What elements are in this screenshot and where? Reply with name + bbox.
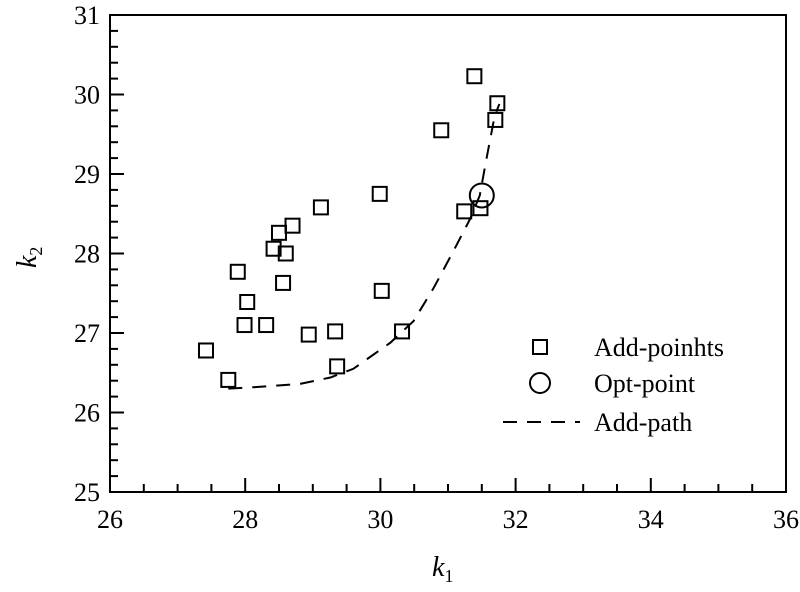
add-point-marker bbox=[312, 199, 329, 216]
x-axis-label: k1 bbox=[432, 552, 453, 586]
add-points-series bbox=[197, 68, 506, 388]
add-point-marker bbox=[489, 95, 506, 112]
add-point-marker bbox=[284, 217, 301, 234]
x-axis-label-subscript: 1 bbox=[444, 566, 453, 586]
legend: Add-poinhts Opt-point Add-path bbox=[503, 333, 724, 437]
y-tick-label: 27 bbox=[74, 319, 100, 348]
y-tick-label: 29 bbox=[74, 160, 100, 189]
add-point-marker bbox=[394, 323, 411, 340]
add-point-marker bbox=[197, 342, 214, 359]
add-point-marker bbox=[329, 358, 346, 375]
add-point-marker bbox=[258, 317, 275, 334]
x-tick-label: 30 bbox=[367, 505, 393, 534]
legend-label-add-points: Add-poinhts bbox=[594, 333, 724, 362]
y-axis-label: k2 bbox=[12, 247, 46, 268]
y-tick-label: 28 bbox=[74, 240, 100, 269]
x-tick-label: 28 bbox=[232, 505, 258, 534]
add-point-marker bbox=[275, 274, 292, 291]
opt-point-series bbox=[468, 182, 495, 209]
y-tick-label: 30 bbox=[74, 81, 100, 110]
legend-square-icon bbox=[532, 339, 548, 355]
add-point-marker bbox=[239, 293, 256, 310]
add-point-marker bbox=[220, 371, 237, 388]
x-tick-label: 36 bbox=[773, 505, 799, 534]
legend-label-opt-point: Opt-point bbox=[594, 369, 696, 398]
add-path-line bbox=[228, 103, 501, 390]
add-point-marker bbox=[236, 317, 253, 334]
add-point-marker bbox=[277, 245, 294, 262]
y-tick-label: 26 bbox=[74, 399, 100, 428]
legend-circle-icon bbox=[529, 372, 551, 394]
add-point-marker bbox=[373, 282, 390, 299]
x-tick-label: 32 bbox=[503, 505, 529, 534]
y-axis-label-main: k bbox=[12, 255, 43, 268]
add-path-series bbox=[228, 103, 501, 390]
x-axis-label-main: k bbox=[432, 552, 445, 583]
y-tick-label: 31 bbox=[74, 1, 100, 30]
opt-point-marker bbox=[468, 182, 495, 209]
y-tick-label: 25 bbox=[74, 478, 100, 507]
add-point-marker bbox=[466, 68, 483, 85]
legend-label-add-path: Add-path bbox=[594, 408, 692, 437]
add-point-marker bbox=[229, 263, 246, 280]
add-point-marker bbox=[472, 200, 489, 217]
add-point-marker bbox=[271, 224, 287, 241]
add-point-marker bbox=[265, 240, 282, 257]
y-axis-label-subscript: 2 bbox=[26, 247, 46, 256]
add-point-marker bbox=[456, 203, 473, 220]
add-point-marker bbox=[371, 185, 388, 202]
add-point-marker bbox=[327, 323, 344, 340]
x-tick-label: 26 bbox=[97, 505, 123, 534]
add-point-marker bbox=[487, 111, 504, 128]
add-point-marker bbox=[300, 326, 317, 343]
x-tick-label: 34 bbox=[638, 505, 664, 534]
add-point-marker bbox=[433, 122, 450, 139]
